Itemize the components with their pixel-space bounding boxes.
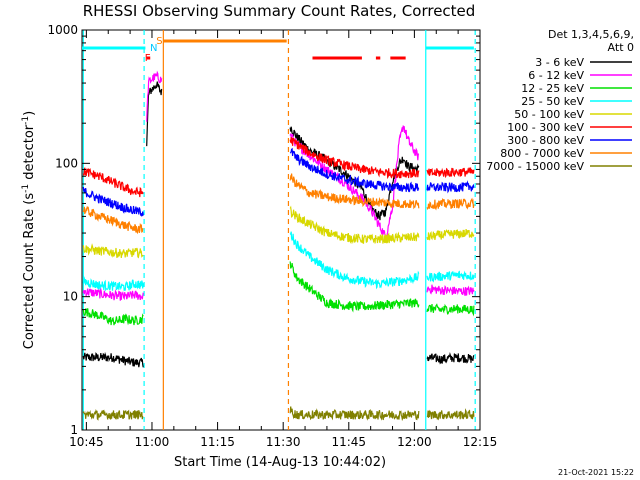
legend-label-3: 12 - 25 keV	[521, 82, 584, 95]
plot-frame	[81, 29, 481, 431]
series-2-segment-4	[426, 284, 475, 296]
series-7-segment-1	[82, 186, 144, 217]
chart-title: RHESSI Observing Summary Count Rates, Co…	[83, 2, 476, 20]
series-5-segment-2	[289, 205, 420, 245]
series-2-segment-2	[146, 70, 163, 122]
series-9-segment-2	[289, 406, 420, 422]
series-6-segment-3	[426, 167, 475, 179]
axes: 10:45 11:00 11:15 11:30 11:45 12:00 12:15 1 10 10…	[47, 23, 497, 449]
y-tick-label-1: 1	[70, 423, 78, 437]
series-3-segment-2	[289, 261, 420, 313]
series-9-segment-1	[82, 408, 144, 421]
y-tick-label-3: 100	[55, 156, 78, 170]
x-tick-label-7: 12:15	[463, 435, 498, 449]
footer-date: 21-Oct-2021 15:22	[558, 468, 634, 477]
series-2	[82, 70, 475, 301]
series-9	[82, 406, 475, 422]
legend-label-9: 7000 - 15000 keV	[486, 160, 584, 173]
vertical-markers	[82, 30, 476, 430]
series-6	[82, 136, 475, 198]
y-axis-label: Corrected Count Rate (s-1 detector-1)	[21, 111, 37, 349]
series-5-segment-3	[426, 228, 475, 241]
legend-label-7: 300 - 800 keV	[507, 134, 584, 147]
series-7	[82, 147, 475, 217]
legend-label-1: 3 - 6 keV	[535, 56, 584, 69]
legend-label-6: 100 - 300 keV	[507, 121, 584, 134]
series-4	[82, 231, 475, 292]
flag-label-s: S	[156, 36, 162, 47]
x-tick-label-2: 11:00	[135, 435, 170, 449]
series-6-segment-2	[289, 136, 420, 180]
x-tick-label-3: 11:15	[200, 435, 235, 449]
legend-label-2: 6 - 12 keV	[528, 69, 584, 82]
series-1	[82, 81, 475, 368]
y-tick-label-2: 10	[63, 290, 78, 304]
series-5-segment-1	[82, 243, 144, 259]
flag-labels: FNS	[145, 36, 163, 64]
flag-bars	[82, 39, 474, 60]
series-4-segment-3	[426, 270, 475, 283]
flag-label-f: F	[145, 53, 151, 64]
series-2-segment-3	[289, 125, 420, 242]
series-8-segment-2	[289, 173, 420, 210]
y-tick-label-4: 1000	[47, 23, 78, 37]
series-8-segment-1	[82, 206, 144, 235]
series-7-segment-2	[289, 147, 420, 193]
series-7-segment-3	[426, 180, 475, 194]
x-tick-label-5: 11:45	[331, 435, 366, 449]
series-1-segment-1	[82, 351, 144, 368]
series-5	[82, 205, 475, 259]
series-1-segment-2	[146, 81, 163, 147]
series-3-segment-3	[426, 303, 475, 317]
series-3	[82, 261, 475, 326]
legend-header-line1: Det 1,3,4,5,6,9,	[548, 28, 634, 41]
series-8	[82, 173, 475, 235]
x-tick-label-6: 12:00	[397, 435, 432, 449]
series-9-segment-3	[426, 408, 475, 421]
legend-label-4: 25 - 50 keV	[521, 95, 584, 108]
legend-header-line2: Att 0	[608, 41, 634, 54]
x-axis-label: Start Time (14-Aug-13 10:44:02)	[174, 455, 386, 470]
series-layer	[82, 70, 475, 422]
legend-label-5: 50 - 100 keV	[514, 108, 584, 121]
x-tick-label-1: 10:45	[69, 435, 104, 449]
flag-label-n: N	[150, 43, 157, 54]
series-2-segment-1	[82, 287, 144, 301]
series-1-segment-4	[426, 351, 475, 365]
series-4-segment-1	[82, 274, 144, 292]
series-6-segment-1	[82, 167, 144, 198]
series-3-segment-1	[82, 308, 144, 326]
legend-label-8: 800 - 7000 keV	[500, 147, 584, 160]
x-tick-label-4: 11:30	[266, 435, 301, 449]
series-4-segment-2	[289, 231, 420, 290]
series-8-segment-3	[426, 197, 475, 211]
